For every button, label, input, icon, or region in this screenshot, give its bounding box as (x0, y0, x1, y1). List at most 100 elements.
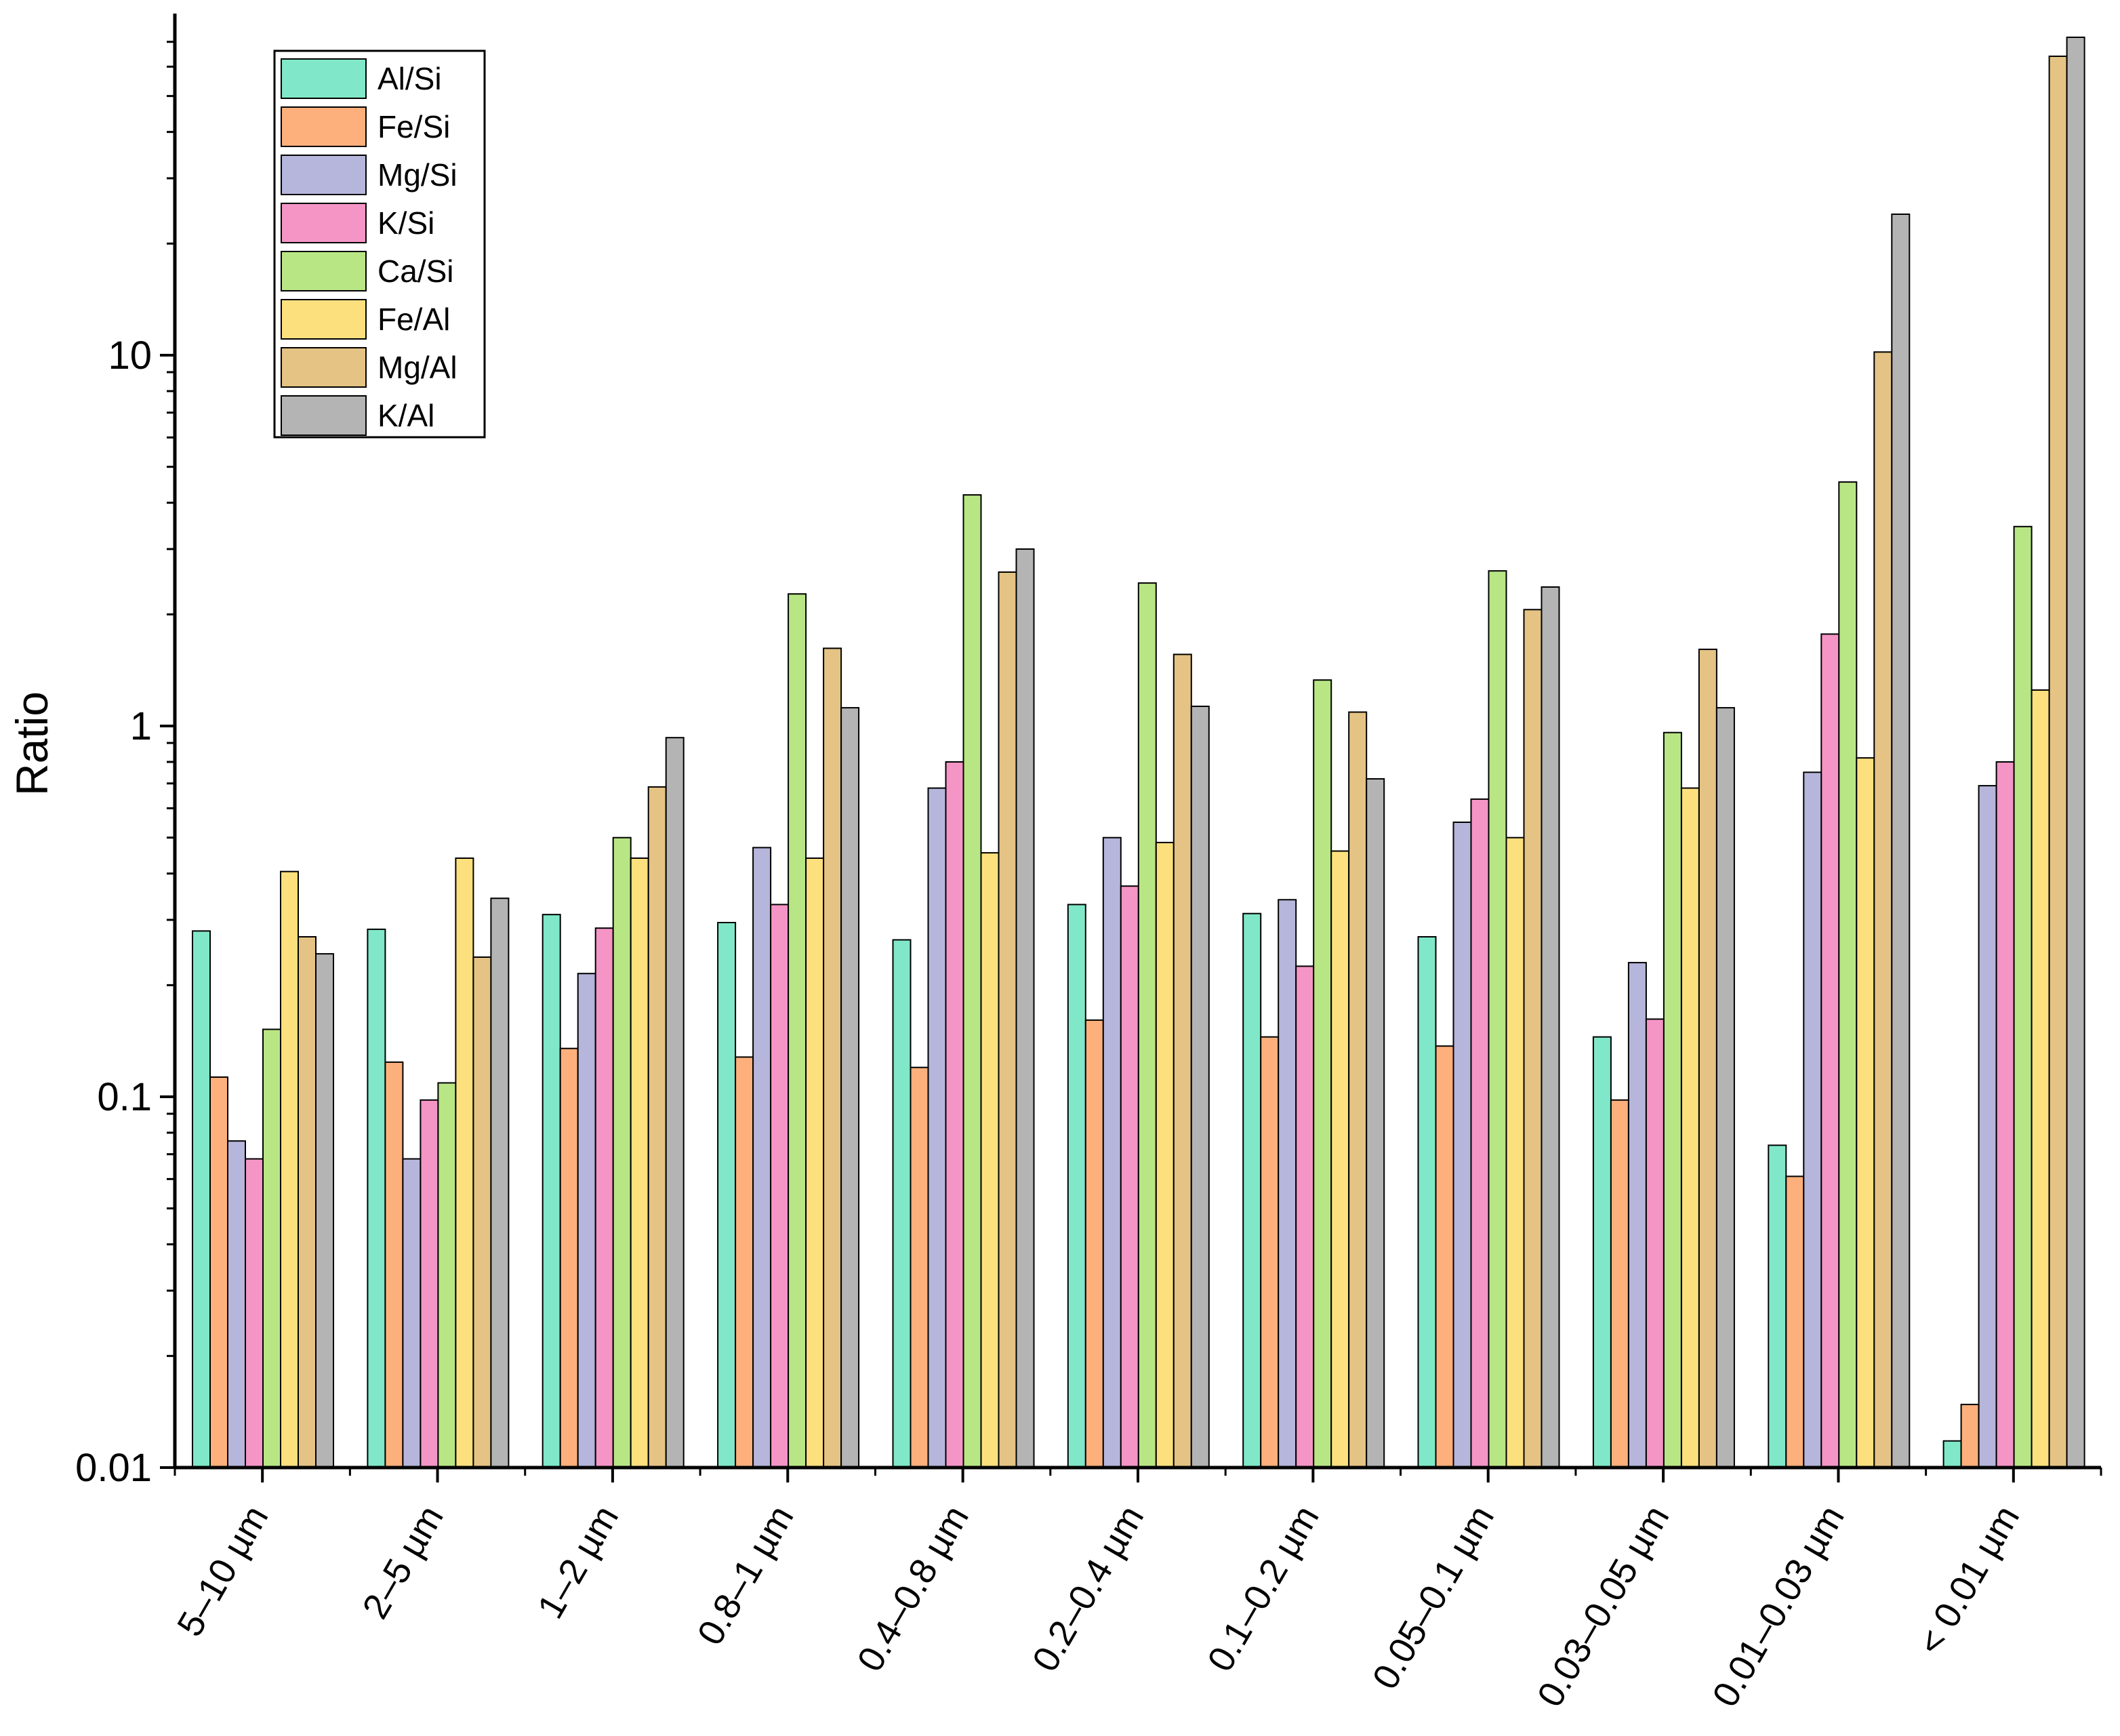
bar-k-si-0 (245, 1158, 264, 1468)
bar-al-si-4 (892, 939, 912, 1468)
bar-k-al-8 (1715, 707, 1735, 1468)
x-tick-label-8: 0.03–0.05 µm (1530, 1499, 1677, 1714)
bar-al-si-1 (367, 928, 386, 1468)
bar-k-al-4 (1015, 548, 1035, 1468)
legend-label-k-al: K/Al (378, 398, 434, 433)
legend-swatch-al-si (281, 58, 367, 99)
bars-layer (192, 37, 2085, 1469)
x-tick-label-2: 1–2 µm (530, 1499, 627, 1626)
x-tick-label-6: 0.1–0.2 µm (1200, 1499, 1327, 1678)
bar-ca-si-6 (1313, 679, 1332, 1469)
bar-fe-si-2 (559, 1047, 579, 1468)
bar-k-si-9 (1820, 633, 1840, 1468)
bar-mg-si-2 (577, 973, 596, 1468)
legend-swatch-k-al (281, 395, 367, 436)
bar-ca-si-0 (262, 1028, 281, 1468)
legend-swatch-k-si (281, 203, 367, 243)
bar-k-si-8 (1645, 1018, 1665, 1468)
bar-k-al-10 (2066, 37, 2085, 1468)
bar-mg-si-10 (1978, 785, 1997, 1468)
bar-al-si-3 (717, 922, 737, 1468)
legend-label-mg-si: Mg/Si (378, 157, 457, 193)
bar-mg-si-6 (1278, 899, 1297, 1469)
bar-mg-al-8 (1698, 648, 1717, 1468)
bar-k-si-6 (1295, 965, 1315, 1468)
bar-ca-si-5 (1137, 582, 1157, 1468)
bar-fe-si-8 (1610, 1099, 1629, 1469)
bar-fe-si-0 (209, 1076, 228, 1468)
bar-k-si-5 (1120, 885, 1139, 1468)
bar-k-si-1 (420, 1099, 439, 1469)
bar-k-si-2 (594, 927, 614, 1468)
bar-fe-si-1 (384, 1061, 404, 1468)
bar-mg-al-0 (298, 936, 317, 1468)
bar-k-si-7 (1470, 798, 1490, 1468)
legend-swatch-ca-si (281, 251, 367, 291)
bar-mg-si-3 (752, 847, 772, 1468)
bar-fe-al-2 (630, 857, 649, 1468)
bar-k-si-10 (1995, 761, 2015, 1468)
bar-mg-al-7 (1523, 609, 1543, 1468)
bar-mg-al-10 (2048, 56, 2068, 1468)
bar-fe-al-5 (1155, 841, 1175, 1468)
legend-swatch-mg-si (281, 155, 367, 195)
bar-k-al-3 (840, 707, 860, 1468)
y-tick-label-1: 0.1 (97, 1075, 152, 1119)
x-tick-label-5: 0.2–0.4 µm (1025, 1499, 1152, 1678)
bar-ca-si-8 (1663, 731, 1682, 1468)
bar-fe-al-3 (805, 857, 825, 1468)
bar-k-si-4 (945, 761, 964, 1468)
y-axis-title: Ratio (7, 691, 57, 796)
legend: Al/Si Fe/Si Mg/Si K/Si Ca/Si Fe/Al Mg/Al K/Al (273, 49, 486, 439)
legend-swatch-mg-al (281, 347, 367, 388)
bar-al-si-2 (542, 914, 561, 1468)
bar-fe-al-6 (1330, 850, 1350, 1468)
bar-mg-si-1 (402, 1158, 422, 1468)
bar-fe-si-4 (910, 1066, 929, 1468)
bar-al-si-10 (1942, 1440, 1962, 1468)
x-tick-label-3: 0.8–1 µm (690, 1499, 802, 1652)
legend-swatch-fe-si (281, 106, 367, 147)
bar-ca-si-10 (2013, 525, 2033, 1468)
bar-mg-al-9 (1873, 351, 1893, 1468)
bar-fe-al-0 (280, 870, 299, 1468)
bar-k-al-1 (490, 897, 510, 1468)
legend-label-al-si: Al/Si (378, 61, 442, 96)
bar-fe-al-9 (1856, 757, 1875, 1468)
bar-k-al-0 (315, 953, 334, 1468)
bar-mg-si-4 (927, 787, 947, 1468)
legend-label-ca-si: Ca/Si (378, 254, 453, 289)
bar-fe-al-7 (1505, 836, 1525, 1468)
bar-k-al-6 (1366, 778, 1385, 1468)
bar-mg-al-4 (998, 571, 1017, 1468)
x-tick-label-9: 0.01–0.03 µm (1705, 1499, 1852, 1714)
y-tick-label-3: 10 (108, 334, 152, 378)
legend-label-k-si: K/Si (378, 205, 434, 241)
bar-al-si-9 (1768, 1144, 1787, 1468)
bar-mg-al-5 (1173, 653, 1192, 1468)
bar-ca-si-9 (1838, 481, 1858, 1468)
bar-mg-si-5 (1102, 836, 1122, 1468)
legend-label-fe-si: Fe/Si (378, 109, 450, 144)
bar-mg-al-6 (1348, 711, 1368, 1468)
x-tick-label-7: 0.05–0.1 µm (1365, 1499, 1503, 1696)
bar-fe-si-5 (1084, 1019, 1104, 1468)
bar-mg-al-2 (647, 786, 667, 1468)
bar-fe-al-10 (2031, 689, 2050, 1468)
bar-fe-si-9 (1785, 1175, 1805, 1469)
x-tick-label-0: 5–10 µm (169, 1499, 277, 1643)
x-tick-label-10: < 0.01 µm (1910, 1499, 2027, 1661)
x-tick-label-1: 2–5 µm (354, 1499, 451, 1626)
bar-fe-al-1 (455, 857, 474, 1468)
bar-k-al-2 (665, 737, 685, 1468)
bar-k-al-7 (1541, 586, 1560, 1468)
bar-k-al-5 (1190, 706, 1210, 1468)
bar-ca-si-7 (1488, 570, 1507, 1469)
bar-fe-al-8 (1680, 787, 1700, 1468)
bar-mg-al-1 (472, 956, 492, 1468)
bar-al-si-8 (1592, 1036, 1612, 1468)
bar-al-si-7 (1417, 936, 1437, 1468)
bar-mg-si-9 (1803, 771, 1822, 1468)
bar-fe-al-4 (980, 852, 1000, 1468)
